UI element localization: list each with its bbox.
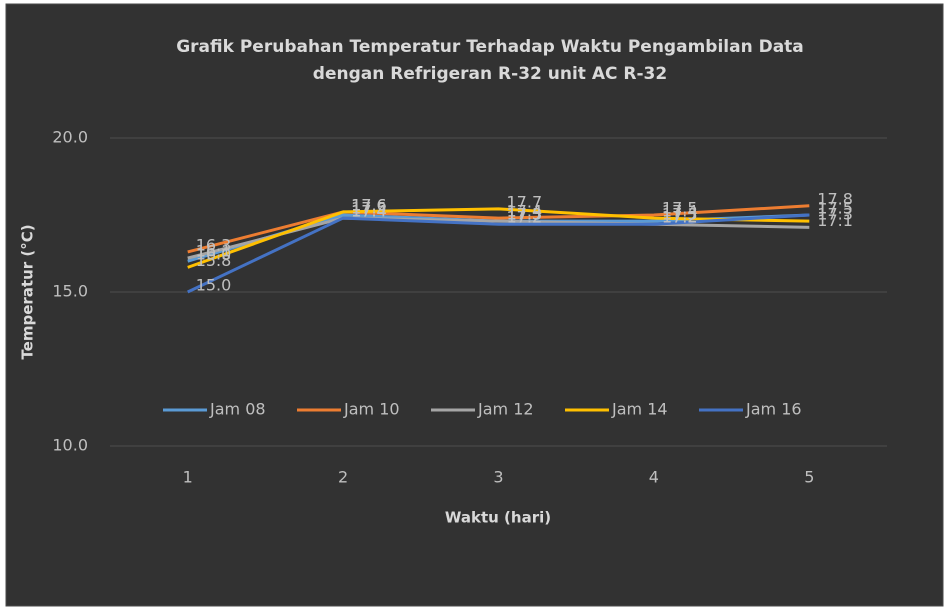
data-label: 17.4 [351,202,387,221]
data-label: 17.3 [817,205,853,224]
legend-label: Jam 16 [745,400,802,419]
data-label: 17.2 [662,208,698,227]
data-label: 16.0 [196,245,232,264]
legend-label: Jam 14 [611,400,668,419]
y-tick-label: 10.0 [52,436,88,455]
data-label: 17.6 [351,195,387,214]
x-tick-label: 5 [804,468,814,487]
data-label: 17.5 [662,199,698,218]
data-label: 17.4 [507,202,543,221]
legend-label: Jam 12 [477,400,534,419]
data-label: 17.5 [351,199,387,218]
series-line [187,207,810,269]
data-label: 17.4 [662,202,698,221]
y-tick-label: 15.0 [52,282,88,301]
data-label: 17.5 [817,199,853,218]
legend-label: Jam 10 [343,400,400,419]
x-axis-title: Waktu (hari) [445,509,551,527]
series-line [187,213,810,294]
y-tick-label: 20.0 [52,128,88,147]
chart-title: dengan Refrigeran R-32 unit AC R-32 [313,64,667,84]
x-tick-label: 2 [338,468,348,487]
data-label: 17.7 [507,192,543,211]
chart-background [5,3,944,607]
x-tick-label: 1 [183,468,193,487]
data-label: 17.3 [507,205,543,224]
data-label: 17.3 [507,205,543,224]
data-label: 17.6 [351,195,387,214]
data-label: 15.8 [196,251,232,270]
data-label: 17.8 [817,189,853,208]
data-label: 17.3 [662,205,698,224]
data-label: 17.2 [662,208,698,227]
x-tick-label: 4 [649,468,659,487]
legend-label: Jam 08 [209,400,266,419]
data-label: 17.4 [351,202,387,221]
data-label: 17.1 [817,211,853,230]
data-label: 17.2 [507,208,543,227]
data-label: 15.0 [196,276,232,295]
data-label: 17.5 [817,199,853,218]
data-label: 16.1 [196,242,232,261]
chart-title: Grafik Perubahan Temperatur Terhadap Wak… [176,37,804,57]
y-axis-title: Temperatur (°C) [19,224,37,359]
data-label: 16.3 [196,235,232,254]
x-tick-label: 3 [493,468,503,487]
series-line [187,204,810,254]
